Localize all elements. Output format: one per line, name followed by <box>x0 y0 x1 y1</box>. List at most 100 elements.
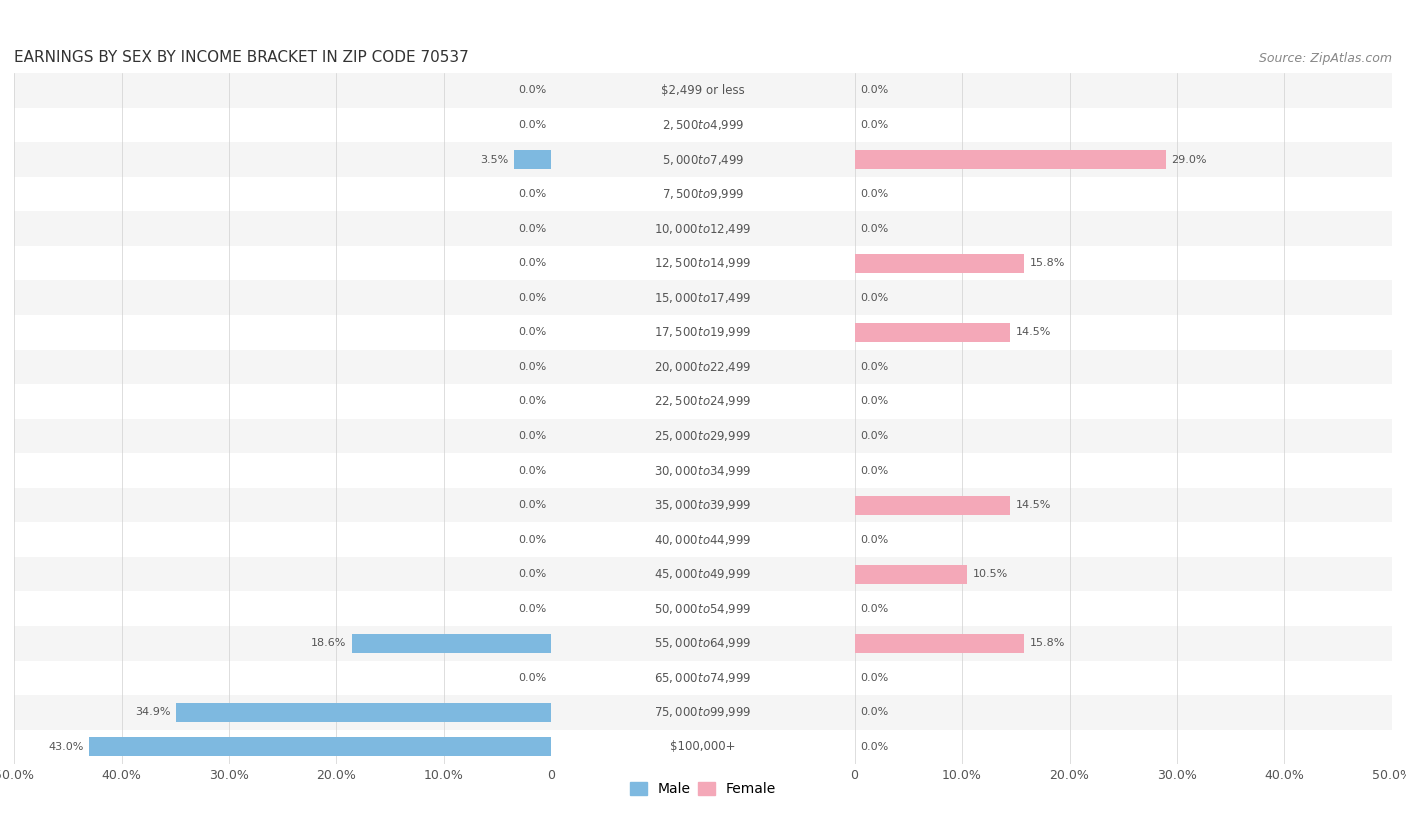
Bar <box>551 591 855 626</box>
Text: Source: ZipAtlas.com: Source: ZipAtlas.com <box>1258 52 1392 65</box>
Bar <box>855 176 1392 211</box>
Bar <box>855 419 1392 453</box>
Bar <box>551 246 855 280</box>
Bar <box>14 73 551 107</box>
Text: 0.0%: 0.0% <box>860 224 889 233</box>
Text: $30,000 to $34,999: $30,000 to $34,999 <box>654 463 752 477</box>
Bar <box>855 557 1392 591</box>
Text: $100,000+: $100,000+ <box>671 741 735 754</box>
Text: 10.5%: 10.5% <box>973 569 1008 579</box>
Text: 0.0%: 0.0% <box>517 293 546 302</box>
Bar <box>352 634 551 653</box>
Bar <box>855 246 1392 280</box>
Legend: Male, Female: Male, Female <box>624 777 782 802</box>
Text: 0.0%: 0.0% <box>517 466 546 476</box>
Bar <box>14 591 551 626</box>
Bar <box>855 315 1392 350</box>
Text: 0.0%: 0.0% <box>517 85 546 95</box>
Text: 0.0%: 0.0% <box>860 189 889 199</box>
Bar <box>551 419 855 453</box>
Text: 0.0%: 0.0% <box>517 673 546 683</box>
Text: 0.0%: 0.0% <box>860 293 889 302</box>
Bar <box>551 626 855 660</box>
Bar <box>855 107 1392 142</box>
Text: $25,000 to $29,999: $25,000 to $29,999 <box>654 429 752 443</box>
Bar <box>14 695 551 729</box>
Bar <box>14 142 551 176</box>
Bar <box>14 488 551 522</box>
Bar <box>855 522 1392 557</box>
Bar <box>14 350 551 384</box>
Text: 0.0%: 0.0% <box>860 535 889 545</box>
Bar <box>551 315 855 350</box>
Text: 0.0%: 0.0% <box>517 535 546 545</box>
Text: $2,500 to $4,999: $2,500 to $4,999 <box>662 118 744 132</box>
Text: $40,000 to $44,999: $40,000 to $44,999 <box>654 533 752 546</box>
Text: 0.0%: 0.0% <box>860 673 889 683</box>
Text: 15.8%: 15.8% <box>1029 638 1066 648</box>
Text: 0.0%: 0.0% <box>517 259 546 268</box>
Text: $2,499 or less: $2,499 or less <box>661 84 745 97</box>
Text: $22,500 to $24,999: $22,500 to $24,999 <box>654 394 752 408</box>
Bar <box>14 419 551 453</box>
Text: 14.5%: 14.5% <box>1015 328 1052 337</box>
Bar <box>513 150 551 169</box>
Text: 0.0%: 0.0% <box>860 466 889 476</box>
Bar <box>14 384 551 419</box>
Text: $50,000 to $54,999: $50,000 to $54,999 <box>654 602 752 615</box>
Bar <box>14 453 551 488</box>
Text: 0.0%: 0.0% <box>517 120 546 130</box>
Bar <box>14 176 551 211</box>
Bar <box>551 350 855 384</box>
Text: $65,000 to $74,999: $65,000 to $74,999 <box>654 671 752 685</box>
Bar <box>551 695 855 729</box>
Bar <box>14 626 551 660</box>
Bar <box>14 280 551 315</box>
Text: $5,000 to $7,499: $5,000 to $7,499 <box>662 153 744 167</box>
Text: 0.0%: 0.0% <box>860 431 889 441</box>
Bar <box>176 703 551 722</box>
Text: 0.0%: 0.0% <box>517 431 546 441</box>
Bar <box>855 488 1392 522</box>
Text: 0.0%: 0.0% <box>860 397 889 406</box>
Text: 0.0%: 0.0% <box>517 500 546 510</box>
Text: $17,500 to $19,999: $17,500 to $19,999 <box>654 325 752 339</box>
Bar <box>855 634 1025 653</box>
Text: 0.0%: 0.0% <box>517 362 546 372</box>
Text: $45,000 to $49,999: $45,000 to $49,999 <box>654 567 752 581</box>
Bar <box>551 107 855 142</box>
Text: 0.0%: 0.0% <box>860 120 889 130</box>
Text: 0.0%: 0.0% <box>517 189 546 199</box>
Text: $55,000 to $64,999: $55,000 to $64,999 <box>654 637 752 650</box>
Bar <box>855 660 1392 695</box>
Bar <box>551 142 855 176</box>
Bar <box>551 522 855 557</box>
Text: $20,000 to $22,499: $20,000 to $22,499 <box>654 360 752 374</box>
Bar <box>551 488 855 522</box>
Bar <box>14 246 551 280</box>
Text: 14.5%: 14.5% <box>1015 500 1052 510</box>
Bar <box>551 557 855 591</box>
Text: 0.0%: 0.0% <box>517 604 546 614</box>
Text: 43.0%: 43.0% <box>49 742 84 752</box>
Bar <box>855 211 1392 246</box>
Bar <box>855 254 1025 272</box>
Bar <box>551 729 855 764</box>
Text: 0.0%: 0.0% <box>860 362 889 372</box>
Text: 34.9%: 34.9% <box>135 707 172 717</box>
Bar <box>551 211 855 246</box>
Bar <box>551 660 855 695</box>
Bar <box>855 626 1392 660</box>
Text: 0.0%: 0.0% <box>517 569 546 579</box>
Bar <box>855 142 1392 176</box>
Text: 0.0%: 0.0% <box>860 707 889 717</box>
Bar <box>551 176 855 211</box>
Bar <box>14 557 551 591</box>
Text: 0.0%: 0.0% <box>860 742 889 752</box>
Bar <box>551 73 855 107</box>
Text: $10,000 to $12,499: $10,000 to $12,499 <box>654 222 752 236</box>
Bar <box>855 73 1392 107</box>
Bar <box>551 453 855 488</box>
Bar <box>90 737 551 756</box>
Bar <box>14 522 551 557</box>
